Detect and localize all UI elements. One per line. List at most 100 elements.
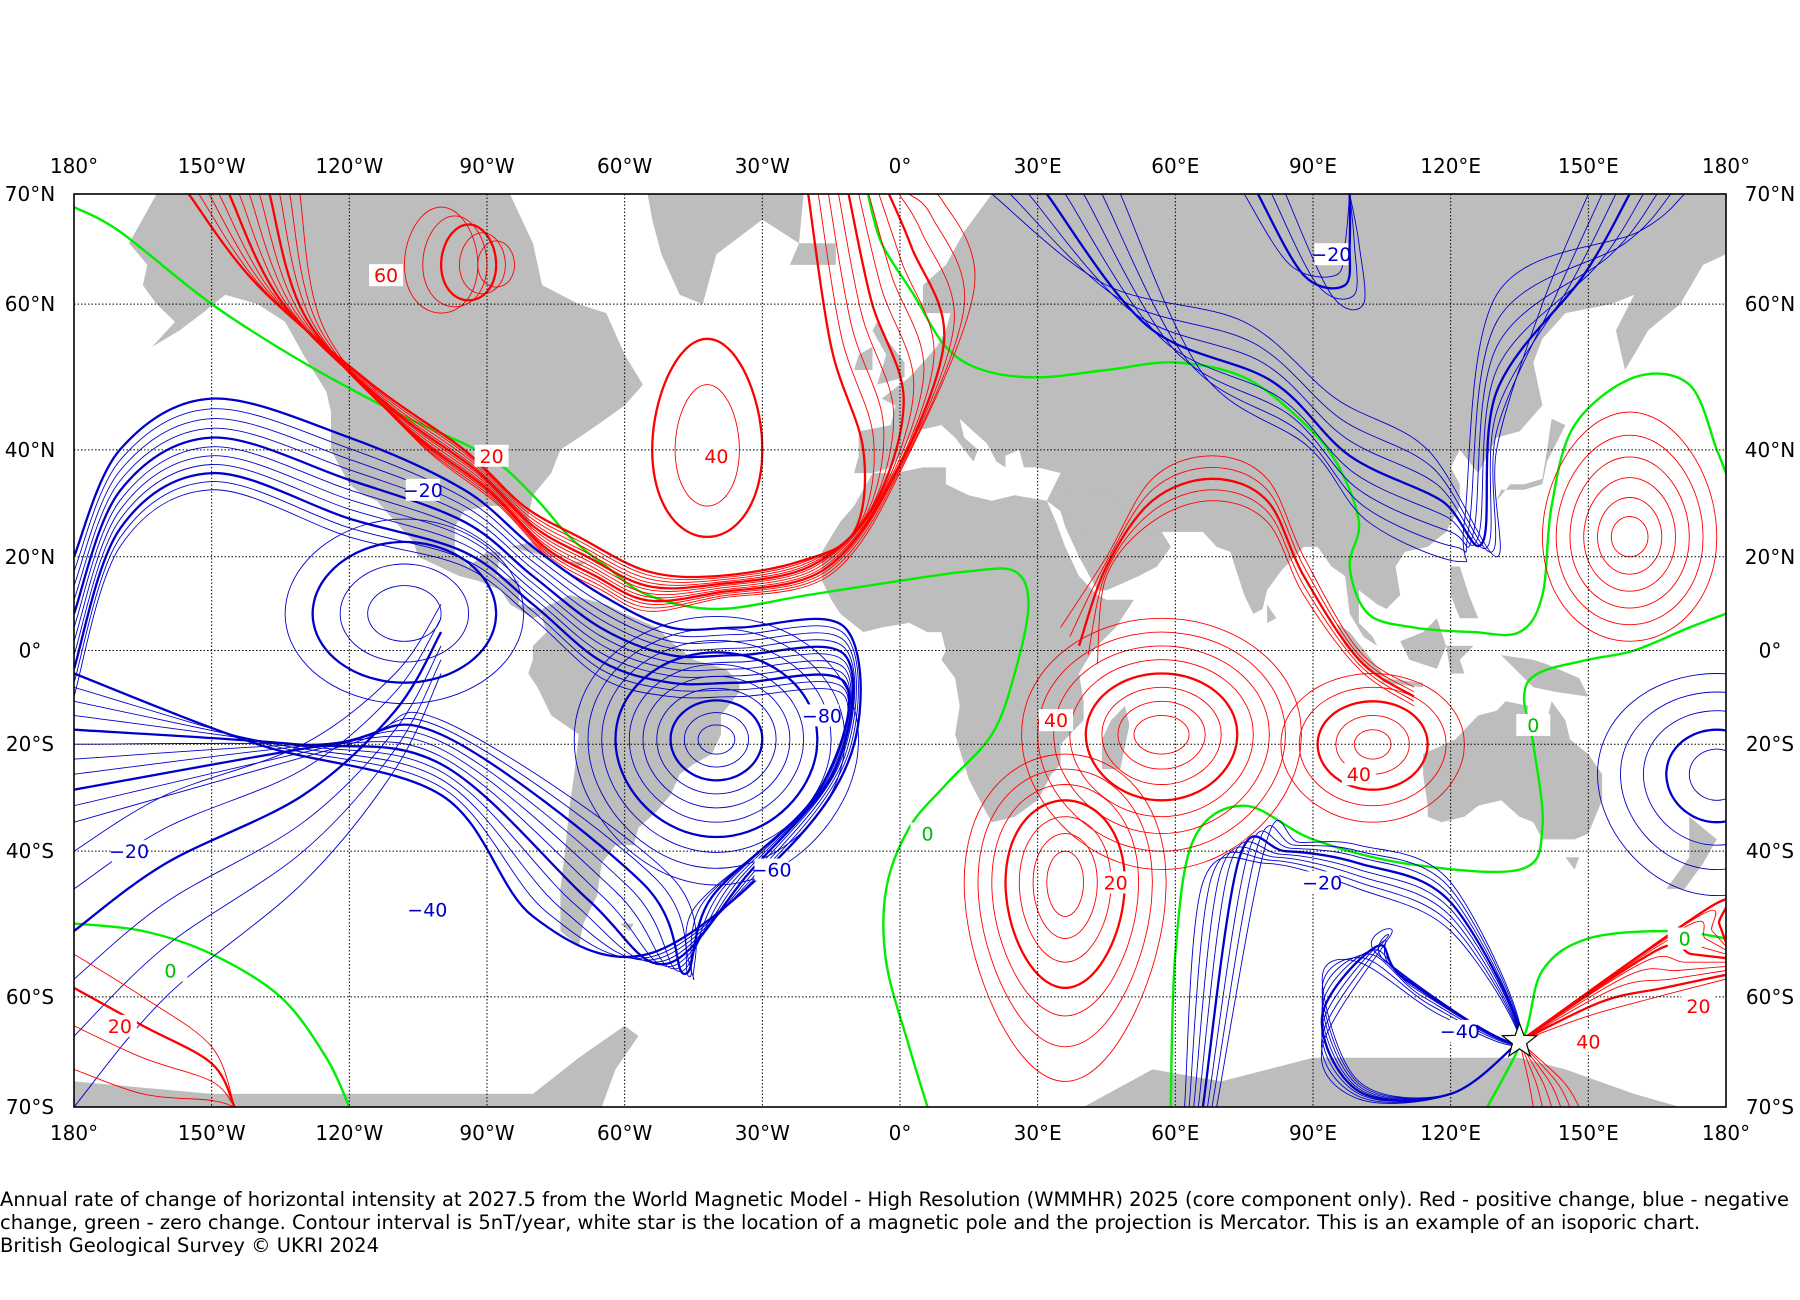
positive-contour-21 bbox=[422, 215, 488, 308]
positive-contour-65 bbox=[1053, 645, 1270, 835]
top-longitude-tick: 30°W bbox=[735, 154, 790, 178]
contour-label-background bbox=[153, 959, 188, 982]
negative-contour-38 bbox=[669, 699, 764, 782]
landmass-ireland bbox=[854, 346, 873, 370]
contour-label-background bbox=[1681, 995, 1716, 1018]
right-latitude-tick: 60°N bbox=[1745, 292, 1795, 316]
positive-contour-69 bbox=[1032, 833, 1098, 939]
positive-contour-83 bbox=[1087, 489, 1415, 702]
landmass-south-america bbox=[528, 595, 740, 947]
positive-contour-81 bbox=[1069, 466, 1415, 693]
right-latitude-tick: 20°S bbox=[1746, 732, 1794, 756]
negative-contour-127 bbox=[1688, 748, 1726, 801]
negative-contour-48 bbox=[311, 540, 498, 684]
landmass-sri-lanka bbox=[1267, 604, 1277, 623]
map-plot-area: 60 40 20 −20 −20 −80 −60 −40 −20 0 20 0 40 20 40 −20 −40… bbox=[74, 194, 1726, 1107]
positive-contour-19 bbox=[674, 384, 740, 507]
zero-contour-5 bbox=[1169, 612, 1726, 1107]
positive-contour-20 bbox=[403, 206, 479, 314]
positive-contour-57 bbox=[74, 986, 236, 1107]
contour-label: 0 bbox=[164, 961, 176, 983]
positive-contour-71 bbox=[1004, 799, 1127, 990]
bottom-longitude-tick: 90°E bbox=[1289, 1121, 1337, 1145]
negative-contour-99 bbox=[1243, 194, 1351, 278]
top-longitude-tick: 180° bbox=[50, 154, 98, 178]
landmass-tasmania bbox=[1565, 857, 1580, 870]
contour-label: −60 bbox=[751, 860, 791, 882]
contour-label: −20 bbox=[1311, 244, 1351, 266]
positive-contour-113 bbox=[1519, 970, 1726, 1042]
top-longitude-tick: 90°E bbox=[1289, 154, 1337, 178]
right-latitude-tick: 0° bbox=[1759, 639, 1782, 663]
contour-labels: 60 40 20 −20 −20 −80 −60 −40 −20 0 20 0 40 20 40 −20 −40… bbox=[102, 243, 1716, 1053]
positive-contour-85 bbox=[1610, 516, 1649, 558]
negative-contour-26 bbox=[74, 408, 859, 959]
negative-contour-47 bbox=[339, 563, 470, 663]
top-longitude-tick: 120°W bbox=[315, 154, 383, 178]
graticule bbox=[74, 194, 1726, 1107]
contour-label: 40 bbox=[1576, 1031, 1600, 1053]
bottom-longitude-tick: 90°W bbox=[459, 1121, 514, 1145]
positive-contour-61 bbox=[1117, 700, 1206, 770]
negative-contour-98 bbox=[1119, 194, 1685, 563]
bottom-longitude-tick: 60°E bbox=[1151, 1121, 1199, 1145]
contour-label-background bbox=[1571, 1030, 1606, 1053]
top-longitude-tick: 60°W bbox=[597, 154, 652, 178]
contour-label-background bbox=[1039, 709, 1074, 732]
positive-contour-78 bbox=[1298, 686, 1447, 807]
positive-contour-59 bbox=[74, 1068, 235, 1107]
negative-contour-37 bbox=[683, 712, 750, 768]
landmass-japan bbox=[1496, 418, 1566, 501]
negative-contour-51 bbox=[74, 659, 442, 1037]
contour-label-background bbox=[754, 858, 789, 881]
contour-label-background bbox=[1667, 927, 1702, 950]
negative-contour-53 bbox=[74, 631, 443, 932]
positive-contour-22 bbox=[439, 223, 498, 302]
right-latitude-tick: 70°N bbox=[1745, 182, 1795, 206]
contour-label-background bbox=[699, 444, 734, 467]
contour-label: −20 bbox=[109, 841, 149, 863]
contour-label: −40 bbox=[1440, 1021, 1480, 1043]
contour-label-background bbox=[405, 478, 440, 501]
negative-contour-95 bbox=[1064, 194, 1644, 546]
negative-contour-27 bbox=[74, 418, 857, 961]
contour-label-background bbox=[1341, 763, 1376, 786]
contour-label: 0 bbox=[921, 824, 933, 846]
right-latitude-tick: 70°S bbox=[1746, 1095, 1794, 1119]
positive-contour-64 bbox=[1069, 659, 1254, 818]
right-latitude-tick: 40°S bbox=[1746, 839, 1794, 863]
positive-contour-90 bbox=[1541, 411, 1718, 642]
positive-contour-75 bbox=[1353, 729, 1392, 760]
negative-contour-96 bbox=[1083, 194, 1658, 548]
contour-label: 40 bbox=[1347, 764, 1371, 786]
caption-credit: British Geological Survey © UKRI 2024 bbox=[0, 1234, 379, 1257]
bottom-longitude-tick: 30°E bbox=[1014, 1121, 1062, 1145]
negative-contour-50 bbox=[74, 673, 442, 1107]
negative-contour-46 bbox=[367, 585, 442, 642]
positive-contour-18 bbox=[651, 337, 764, 539]
contour-label: −80 bbox=[802, 705, 842, 727]
contour-label: 20 bbox=[1104, 872, 1128, 894]
map-frame bbox=[73, 193, 1727, 1108]
axis-tick-labels: 180° 150°W 120°W 90°W 60°W 30°W 0° 30°E 60°E 90°E… bbox=[5, 154, 1795, 1145]
negative-contour-29 bbox=[74, 436, 855, 966]
top-longitude-tick: 180° bbox=[1702, 154, 1750, 178]
bottom-longitude-tick: 180° bbox=[1702, 1121, 1750, 1145]
negative-contour-43 bbox=[601, 639, 832, 853]
landmass-greenland bbox=[647, 194, 804, 305]
negative-contour-93 bbox=[1028, 194, 1617, 550]
positive-contour-56 bbox=[74, 953, 236, 1107]
left-latitude-tick: 70°S bbox=[6, 1095, 54, 1119]
negative-contour-49 bbox=[284, 518, 525, 705]
landmass-sulawesi bbox=[1446, 645, 1474, 674]
negative-contour-100 bbox=[1256, 194, 1352, 290]
contour-label-background bbox=[1314, 243, 1349, 266]
star-icon bbox=[1500, 1021, 1539, 1058]
zero-contour-1 bbox=[74, 206, 1030, 1107]
positive-contour-86 bbox=[1597, 497, 1663, 575]
negative-contour-30 bbox=[74, 446, 853, 967]
negative-contour-55 bbox=[74, 604, 442, 852]
negative-contour-97 bbox=[1101, 194, 1672, 553]
contour-label: 40 bbox=[704, 446, 728, 468]
